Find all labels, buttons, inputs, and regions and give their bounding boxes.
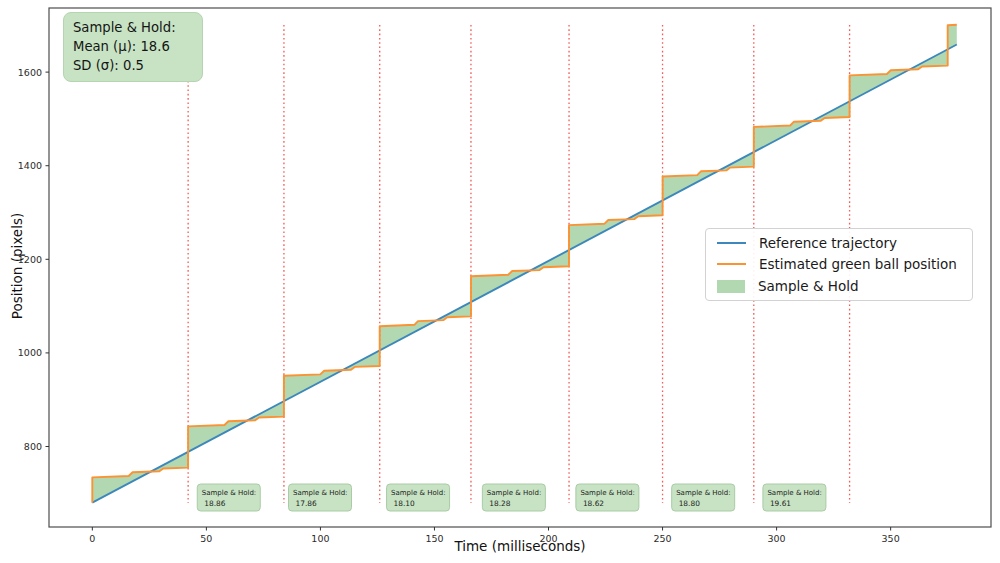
y-tick-label: 1400	[18, 160, 42, 171]
legend-line-swatch-blue	[717, 242, 746, 244]
x-tick-label: 100	[311, 533, 329, 544]
legend-item-sample-hold: Sample & Hold	[717, 278, 972, 294]
annotation-value: 18.10	[394, 499, 415, 508]
y-tick-label: 800	[24, 441, 42, 452]
figure-canvas: { "summary_box": { "line1": "Sample & Ho…	[0, 0, 1000, 563]
legend-line-swatch-orange	[717, 263, 746, 265]
sample-hold-summary-box: Sample & Hold: Mean (μ): 18.6 SD (σ): 0.…	[63, 12, 203, 82]
annotation-value: 18.28	[489, 499, 510, 508]
legend-label: Reference trajectory	[759, 235, 897, 251]
annotation-label: Sample & Hold:	[767, 489, 821, 497]
annotation-label: Sample & Hold:	[293, 489, 347, 497]
x-tick-label: 350	[882, 533, 900, 544]
annotation-value: 17.86	[295, 499, 316, 508]
summary-title: Sample & Hold:	[73, 18, 193, 37]
annotation-label: Sample & Hold:	[391, 489, 445, 497]
annotation-label: Sample & Hold:	[676, 489, 730, 497]
x-tick-label: 0	[89, 533, 95, 544]
summary-mean: Mean (μ): 18.6	[73, 37, 193, 56]
y-tick-label: 1000	[18, 347, 42, 358]
summary-sd: SD (σ): 0.5	[73, 56, 193, 75]
legend-label: Estimated green ball position	[759, 256, 957, 272]
y-tick-label: 1600	[18, 67, 42, 78]
annotation-label: Sample & Hold:	[580, 489, 634, 497]
annotation-value: 18.62	[583, 499, 604, 508]
legend: Reference trajectory Estimated green bal…	[705, 228, 973, 301]
x-axis-label: Time (milliseconds)	[370, 538, 670, 554]
legend-label: Sample & Hold	[758, 278, 858, 294]
x-tick-label: 300	[768, 533, 786, 544]
legend-item-reference: Reference trajectory	[717, 235, 972, 251]
annotation-value: 18.80	[679, 499, 700, 508]
y-axis-label: Position (pixels)	[9, 213, 25, 319]
annotation-label: Sample & Hold:	[202, 489, 256, 497]
annotation-label: Sample & Hold:	[487, 489, 541, 497]
annotation-value: 18.86	[204, 499, 225, 508]
legend-item-estimated: Estimated green ball position	[717, 256, 972, 272]
x-tick-label: 50	[200, 533, 212, 544]
legend-patch-swatch-green	[717, 280, 745, 293]
annotation-value: 19.61	[770, 499, 791, 508]
